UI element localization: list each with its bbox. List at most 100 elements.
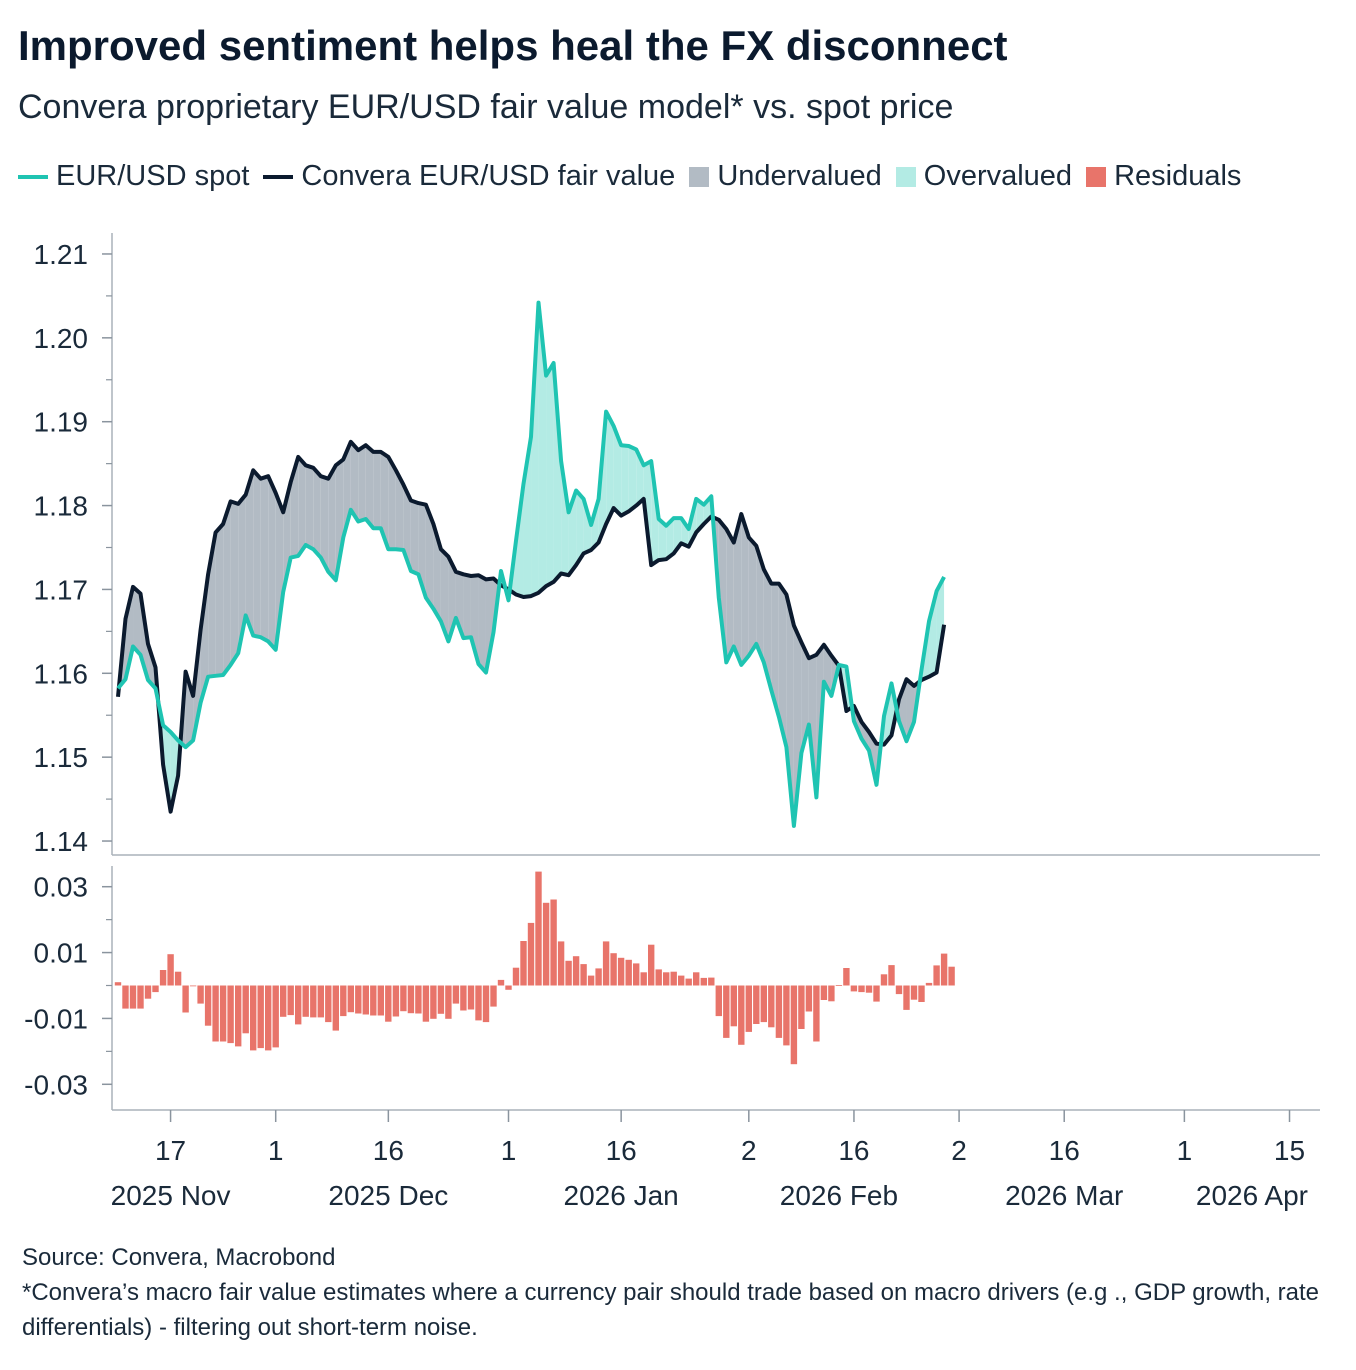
residual-bar <box>753 985 760 1024</box>
residual-bar <box>798 985 805 1029</box>
bottom-y-axis: -0.03 -0.01 0.01 0.03 <box>24 866 113 1110</box>
undervalued-area <box>335 459 344 581</box>
residual-bar <box>460 985 467 1011</box>
residual-bar <box>204 985 212 1026</box>
residual-bar <box>738 985 745 1045</box>
x-tick-label: 16 <box>373 1135 404 1166</box>
residual-bar <box>347 985 354 1013</box>
y-tick-label: 1.15 <box>34 742 89 773</box>
residual-bar <box>497 979 505 986</box>
undervalued-area <box>215 524 224 676</box>
x-tick-label: 15 <box>1274 1135 1305 1166</box>
residual-bar <box>302 985 309 1017</box>
residual-bar <box>850 985 858 992</box>
residual-bar <box>512 967 520 986</box>
residual-bar <box>910 985 918 1000</box>
undervalued-area <box>230 501 239 665</box>
overvalued-area <box>621 445 629 516</box>
residual-bar <box>422 985 430 1022</box>
y-tick-label: 1.21 <box>34 239 89 270</box>
legend-swatch-spot <box>18 174 48 179</box>
x-month-label: 2026 Feb <box>780 1180 898 1211</box>
residual-bar <box>888 965 895 986</box>
undervalued-area <box>718 519 727 663</box>
residual-bar <box>843 968 850 986</box>
residual-bar <box>640 972 647 986</box>
y-tick-label: 0.01 <box>34 938 89 969</box>
undervalued-area <box>268 476 276 650</box>
residual-bar <box>617 957 625 986</box>
legend-swatch-undervalued <box>689 166 710 187</box>
chart-title: Improved sentiment helps heal the FX dis… <box>18 22 1008 69</box>
residual-bar <box>385 985 392 1022</box>
residual-bar <box>400 985 407 1012</box>
undervalued-area <box>778 583 787 748</box>
top-y-axis: 1.14 1.15 1.16 1.17 1.18 1.19 1.20 1.21 <box>34 233 1320 857</box>
residual-bar <box>873 985 880 1002</box>
residual-bar <box>760 985 767 1023</box>
y-tick-label: -0.01 <box>24 1003 88 1034</box>
residual-bar <box>602 941 610 986</box>
overvalued-area <box>606 411 614 525</box>
residual-bar <box>565 960 572 986</box>
undervalued-area <box>223 501 231 675</box>
residual-bar <box>557 941 565 986</box>
undervalued-area <box>313 467 321 558</box>
residual-bar <box>783 985 790 1046</box>
residual-bar <box>693 972 700 986</box>
legend-item-fair-value: Convera EUR/USD fair value <box>263 160 675 193</box>
residual-bar <box>257 985 264 1049</box>
legend: EUR/USD spot Convera EUR/USD fair value … <box>18 160 1255 193</box>
residual-bar <box>730 985 737 1027</box>
x-tick-label: 2 <box>741 1135 757 1166</box>
undervalued-area <box>125 586 134 680</box>
residual-bar <box>587 975 595 986</box>
undervalued-area <box>388 456 396 550</box>
residual-bar <box>895 985 903 995</box>
overvalued-area <box>681 518 689 547</box>
overvalued-area <box>666 518 674 560</box>
y-tick-label: 0.03 <box>34 872 89 903</box>
residual-bar <box>227 985 234 1044</box>
legend-label-overvalued: Overvalued <box>923 160 1073 192</box>
residual-bar <box>467 985 475 1010</box>
undervalued-area <box>395 470 404 551</box>
residual-bar <box>317 985 324 1018</box>
legend-item-spot: EUR/USD spot <box>18 160 249 193</box>
residual-bar <box>745 985 752 1032</box>
chart-subtitle: Convera proprietary EUR/USD fair value m… <box>18 88 954 126</box>
undervalued-area <box>253 470 261 638</box>
undervalued-area <box>733 513 742 665</box>
residual-bar <box>490 985 497 1007</box>
undervalued-area <box>260 476 269 642</box>
residual-bar <box>948 966 955 986</box>
residual-bar <box>295 985 302 1025</box>
residual-bar <box>122 985 129 1009</box>
residual-bar <box>550 899 557 986</box>
undervalued-area <box>763 569 772 691</box>
residual-bar <box>242 985 249 1034</box>
y-tick-label: 1.20 <box>34 323 89 354</box>
legend-item-undervalued: Undervalued <box>689 160 882 193</box>
spot-line <box>116 300 946 828</box>
residual-bar <box>475 985 482 1021</box>
undervalued-area <box>245 470 254 636</box>
undervalued-area <box>410 500 419 575</box>
undervalued-area <box>238 494 246 654</box>
y-tick-label: 1.16 <box>34 658 89 689</box>
residual-bar <box>880 974 888 986</box>
residual-bar <box>933 965 940 986</box>
residual-bar <box>775 985 783 1038</box>
y-tick-label: 1.18 <box>34 491 89 522</box>
residual-bar <box>482 985 490 1023</box>
residual-bar <box>430 985 437 1019</box>
residual-bar <box>129 985 137 1009</box>
residual-bar <box>708 977 715 986</box>
residual-bar <box>535 871 542 986</box>
overvalued-area <box>553 362 562 582</box>
undervalued-area <box>275 492 284 650</box>
residual-bar <box>648 944 655 986</box>
residual-bar <box>280 985 287 1017</box>
undervalued-area <box>861 721 869 751</box>
residual-bar <box>355 985 362 1014</box>
